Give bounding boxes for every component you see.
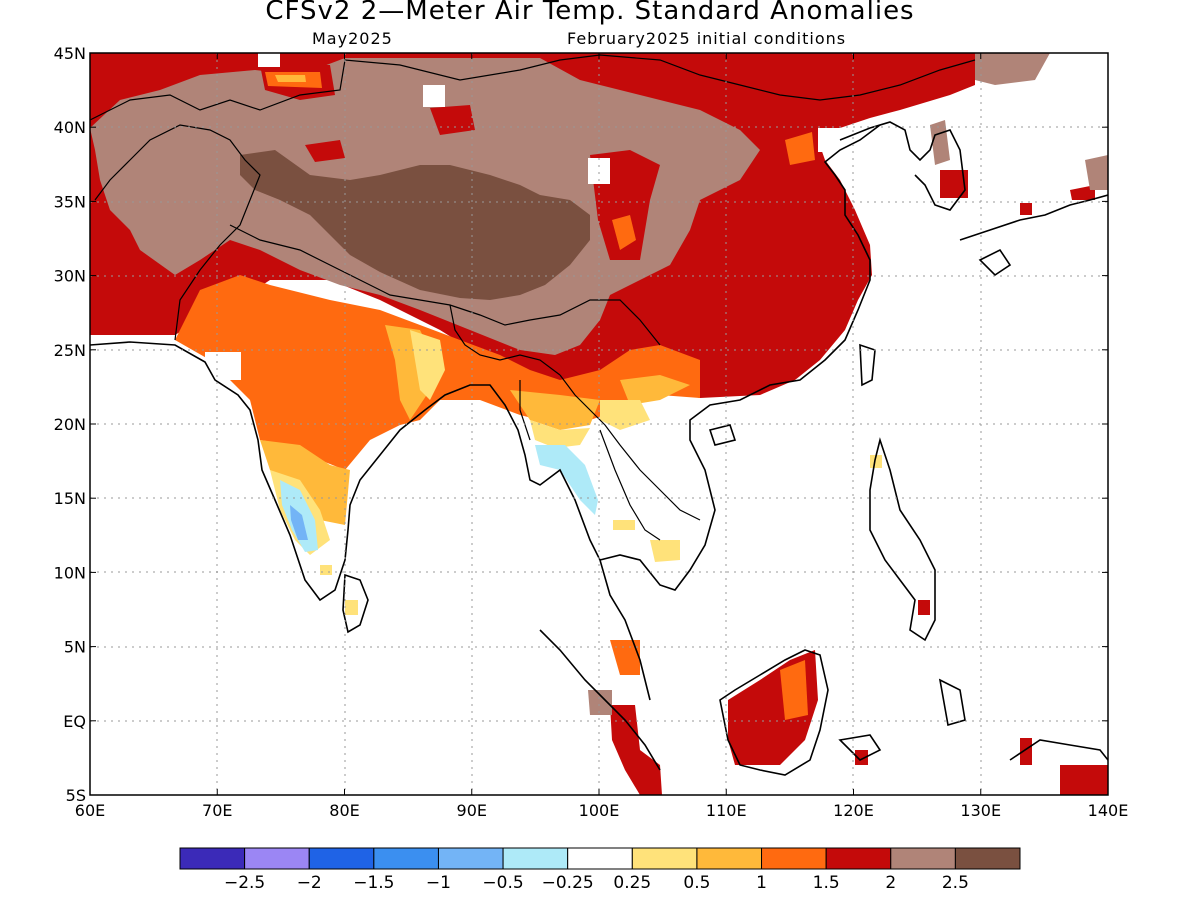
colorbar-label: 0.5 (683, 873, 710, 893)
colorbar-label: −0.5 (482, 873, 523, 893)
lat-tick-label: 5N (64, 638, 86, 657)
lat-tick-label: 45N (54, 44, 86, 63)
colorbar-label: 1 (756, 873, 767, 893)
forecast-month: May2025 (312, 29, 393, 48)
coastlines (90, 54, 1108, 776)
lat-tick-label: 40N (54, 118, 86, 137)
lon-tick-label: 120E (833, 801, 874, 820)
colorbar-swatch (308, 847, 375, 870)
colorbar-swatch (502, 847, 569, 870)
colorbar-label: −1.5 (353, 873, 394, 893)
colorbar-label: 1.5 (813, 873, 840, 893)
initial-conditions: February2025 initial conditions (567, 29, 847, 48)
lon-tick-label: 140E (1088, 801, 1129, 820)
colorbar-swatch (954, 847, 1021, 870)
colorbar-swatch (631, 847, 698, 870)
colorbar-label: −1 (426, 873, 451, 893)
colorbar-label: 2.5 (942, 873, 969, 893)
lon-tick-label: 70E (202, 801, 232, 820)
lon-tick-label: 100E (579, 801, 620, 820)
colorbar-swatch (437, 847, 504, 870)
grid-lines (90, 53, 1108, 795)
colorbar-swatch (825, 847, 892, 870)
lat-tick-label: 30N (54, 267, 86, 286)
colorbar-swatch (696, 847, 763, 870)
anomaly-region-0p5 (260, 440, 350, 525)
axes: 60E 70E 80E 90E 100E 110E 120E 130E 140E 45N 40N 35… (54, 44, 1129, 820)
colorbar-swatch (567, 847, 633, 870)
colorbar-swatch (761, 847, 827, 870)
lat-tick-label: 15N (54, 489, 86, 508)
lat-tick-label: 10N (54, 563, 86, 582)
colorbar-swatch (373, 847, 439, 870)
colorbar-label: −2 (297, 873, 322, 893)
colorbar-label: 2 (885, 873, 896, 893)
colorbar-swatch (890, 847, 956, 870)
lat-tick-label: EQ (63, 712, 86, 731)
anomaly-region-2p5 (240, 150, 590, 300)
lon-tick-label: 80E (329, 801, 359, 820)
lon-tick-label: 60E (75, 801, 105, 820)
lat-tick-label: 5S (66, 786, 86, 805)
map-title: CFSv2 2—Meter Air Temp. Standard Anomali… (265, 0, 915, 26)
colorbar: −2.5 −2 −1.5 −1 −0.5 −0.25 0.25 0.5 1 1.5 2 2.5 (179, 847, 1021, 893)
lat-tick-label: 20N (54, 415, 86, 434)
colorbar-label: 0.25 (613, 873, 651, 893)
lon-tick-label: 110E (706, 801, 747, 820)
colorbar-label: −0.25 (542, 873, 594, 893)
lon-tick-label: 90E (457, 801, 487, 820)
anomaly-shading (90, 53, 1108, 795)
colorbar-swatch (179, 847, 246, 870)
lon-tick-label: 130E (960, 801, 1001, 820)
lat-tick-label: 35N (54, 192, 86, 211)
colorbar-swatch (244, 847, 310, 870)
colorbar-label: −2.5 (224, 873, 265, 893)
lat-tick-label: 25N (54, 341, 86, 360)
